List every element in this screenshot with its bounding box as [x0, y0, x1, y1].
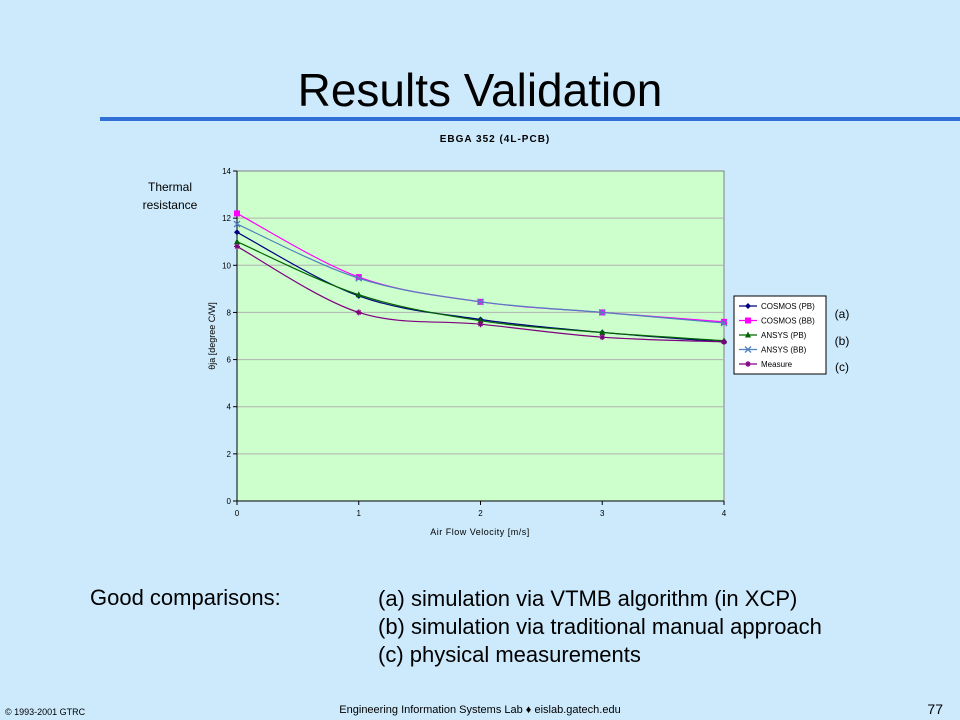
x-tick-label: 3: [600, 509, 605, 518]
legend-entry: ANSYS (PB): [761, 331, 807, 340]
data-point: [599, 328, 606, 335]
legend-marker: [745, 317, 751, 324]
data-point: [234, 229, 240, 236]
group-label-c: (c): [835, 360, 849, 374]
x-tick-label: 0: [235, 509, 240, 518]
y-tick-label: 4: [227, 403, 232, 412]
x-tick-label: 1: [357, 509, 362, 518]
x-tick-label: 2: [478, 509, 483, 518]
y-tick-label: 12: [222, 214, 231, 223]
data-point: [721, 318, 727, 325]
data-point: [599, 334, 606, 341]
x-axis-label: Air Flow Velocity [m/s]: [430, 527, 530, 537]
thermal-label-line1: Thermal: [148, 180, 192, 194]
data-point: [355, 274, 362, 281]
comparison-item-a: (a) simulation via VTMB algorithm (in XC…: [378, 586, 798, 611]
data-point: [721, 338, 727, 345]
legend-marker: [745, 331, 751, 338]
data-point: [234, 243, 240, 250]
y-tick-label: 2: [227, 450, 232, 459]
legend-marker: [744, 346, 752, 353]
page-number: 77: [927, 701, 943, 717]
legend-marker: [745, 361, 751, 367]
thermal-label-line2: resistance: [143, 198, 198, 212]
slide-title: Results Validation: [297, 64, 663, 116]
data-point: [477, 298, 484, 306]
footer-lab: Engineering Information Systems Lab ♦ ei…: [339, 704, 621, 716]
legend-entry: ANSYS (BB): [761, 346, 807, 355]
comparisons-label: Good comparisons:: [90, 585, 281, 610]
legend-entry: Measure: [761, 360, 793, 369]
y-axis-label: θja [degree C/W]: [207, 302, 217, 370]
data-point: [355, 309, 362, 316]
y-tick-label: 0: [227, 497, 232, 506]
group-label-b: (b): [835, 334, 850, 348]
data-point: [477, 317, 484, 324]
data-point: [720, 319, 728, 327]
y-tick-label: 10: [222, 261, 231, 270]
legend-entry: COSMOS (BB): [761, 317, 815, 326]
y-tick-label: 14: [222, 167, 231, 176]
comparison-item-c: (c) physical measurements: [378, 642, 641, 667]
data-point: [234, 238, 240, 245]
legend-entry: COSMOS (PB): [761, 302, 815, 311]
footer-copyright: © 1993-2001 GTRC: [5, 707, 86, 717]
data-point: [355, 291, 362, 298]
y-tick-label: 8: [227, 308, 232, 317]
chart-title: EBGA 352 (4L-PCB): [440, 134, 551, 145]
legend-marker: [745, 303, 751, 309]
data-point: [598, 308, 606, 316]
y-tick-label: 6: [227, 356, 232, 365]
x-tick-label: 4: [722, 509, 727, 518]
title-rule: [100, 117, 960, 121]
data-point: [234, 210, 240, 217]
data-point: [477, 321, 484, 328]
data-point: [355, 274, 363, 282]
comparison-item-b: (b) simulation via traditional manual ap…: [378, 614, 822, 639]
group-label-a: (a): [835, 307, 850, 321]
comparisons-list: (a) simulation via VTMB algorithm (in XC…: [378, 585, 822, 669]
data-point: [233, 220, 241, 228]
